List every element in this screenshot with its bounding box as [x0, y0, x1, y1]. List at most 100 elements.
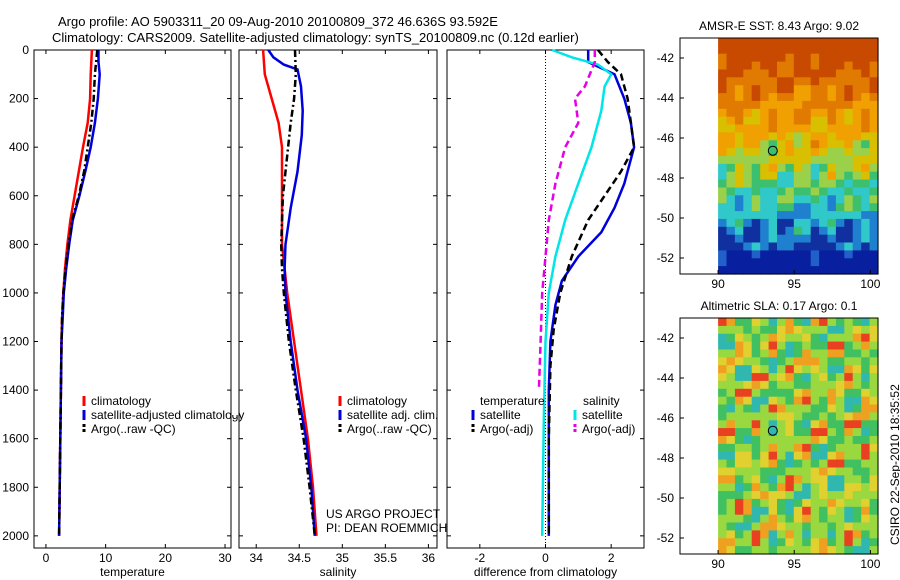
- sst-map-cell: [743, 38, 753, 47]
- sla-map-cell: [751, 420, 761, 429]
- sst-map-cell: [785, 53, 795, 63]
- sst-map-cell: [793, 226, 803, 236]
- sst-map-cell: [760, 148, 770, 157]
- sla-map-cell: [785, 451, 795, 461]
- sla-map-cell: [835, 546, 845, 555]
- sla-map-cell: [760, 546, 770, 555]
- sst-map-cell: [802, 77, 812, 86]
- difference-series-satellite: [540, 48, 613, 536]
- sst-map-cell: [861, 140, 871, 149]
- sst-map-cell: [751, 242, 761, 251]
- sla-map-cell: [835, 365, 845, 374]
- sla-map-cell: [827, 483, 837, 492]
- sla-map-cell: [810, 546, 820, 555]
- sst-map-cell: [743, 124, 753, 133]
- sla-map-cell: [718, 373, 728, 382]
- sla-map-cell: [852, 333, 862, 343]
- sla-map-cell: [844, 412, 854, 421]
- sst-map-cell: [819, 148, 829, 157]
- sla-map-cell: [777, 475, 786, 484]
- sla-map-ytick-label: -50: [657, 491, 675, 505]
- sst-map-cell: [760, 108, 770, 118]
- sla-map-cell: [734, 483, 744, 492]
- sst-map-cell: [751, 266, 761, 275]
- sla-map-field: [718, 318, 879, 555]
- sst-map-cell: [751, 163, 761, 173]
- sst-map-cell: [869, 116, 879, 126]
- sla-map-cell: [718, 467, 728, 476]
- sst-map-cell: [827, 100, 837, 110]
- sla-map-cell: [785, 420, 795, 429]
- sst-map-cell: [793, 179, 803, 189]
- sla-map-cell: [827, 530, 837, 539]
- sla-map-cell: [827, 420, 837, 429]
- sst-map-cell: [802, 140, 812, 149]
- sla-map-cell: [734, 365, 744, 374]
- sst-map-cell: [760, 226, 770, 236]
- sla-map-cell: [802, 459, 812, 469]
- sla-map-cell: [793, 483, 803, 492]
- sla-map-cell: [869, 333, 879, 343]
- sst-map-cell: [819, 140, 829, 149]
- sst-map-cell: [743, 77, 753, 86]
- sla-map-cell: [802, 325, 812, 335]
- difference-series-argo-adj-: [547, 49, 636, 536]
- sst-map-cell: [861, 124, 871, 133]
- temperature-ytick-label: 1000: [2, 286, 29, 300]
- temperature-ytick-label: 1200: [2, 335, 29, 349]
- sst-map-cell: [869, 38, 879, 47]
- sla-map-cell: [777, 538, 786, 547]
- sla-map-cell: [852, 538, 862, 547]
- sla-map-cell: [802, 436, 812, 445]
- sla-map-cell: [827, 373, 837, 382]
- sst-map-cell: [777, 77, 786, 86]
- sla-map-cell: [718, 498, 728, 508]
- sla-map-cell: [751, 538, 761, 547]
- sla-map-cell: [726, 318, 736, 327]
- diff-legend-title-salinity: salinity: [583, 394, 620, 408]
- sst-map-cell: [802, 132, 812, 141]
- sst-map-cell: [810, 124, 820, 133]
- sla-map-cell: [751, 475, 761, 484]
- sst-map-cell: [861, 132, 871, 141]
- sla-map-cell: [802, 318, 812, 327]
- sst-map-cell: [861, 211, 871, 220]
- sst-map-cell: [810, 266, 820, 275]
- sla-map-cell: [785, 514, 795, 524]
- sla-map-cell: [768, 325, 778, 335]
- sst-map-cell: [768, 250, 778, 259]
- sst-map-cell: [734, 266, 744, 275]
- sst-map-cell: [785, 38, 795, 47]
- sst-map-cell: [861, 242, 871, 251]
- sla-map-cell: [819, 506, 829, 516]
- diff-legend-4-label: Argo(-adj): [582, 422, 635, 436]
- sla-map-cell: [835, 514, 845, 524]
- sla-map-cell: [869, 443, 879, 453]
- sla-map-cell: [785, 530, 795, 539]
- sst-map-cell: [861, 250, 871, 259]
- sla-map-cell: [751, 459, 761, 469]
- sla-map-cell: [869, 467, 879, 476]
- sst-map-cell: [852, 38, 862, 47]
- sla-map-cell: [819, 483, 829, 492]
- sla-map-cell: [819, 428, 829, 437]
- sst-map-cell: [819, 116, 829, 126]
- sla-map-cell: [734, 412, 744, 421]
- sla-map-cell: [718, 396, 728, 406]
- sla-map-cell: [861, 396, 871, 406]
- sla-map-cell: [844, 341, 854, 351]
- sst-map-cell: [777, 100, 786, 110]
- sst-map-cell: [743, 156, 753, 165]
- sla-map-cell: [768, 420, 778, 429]
- sst-map-cell: [718, 218, 728, 228]
- sst-map-xtick-label: 90: [711, 277, 725, 291]
- sla-map-cell: [844, 522, 854, 531]
- sst-map-cell: [743, 242, 753, 251]
- sst-map-cell: [852, 171, 862, 181]
- sst-map-cell: [777, 195, 786, 204]
- sst-map-cell: [869, 211, 879, 220]
- sst-map-cell: [869, 85, 879, 94]
- sla-map-cell: [743, 396, 753, 406]
- sst-map-cell: [852, 148, 862, 157]
- sst-map-cell: [835, 69, 845, 78]
